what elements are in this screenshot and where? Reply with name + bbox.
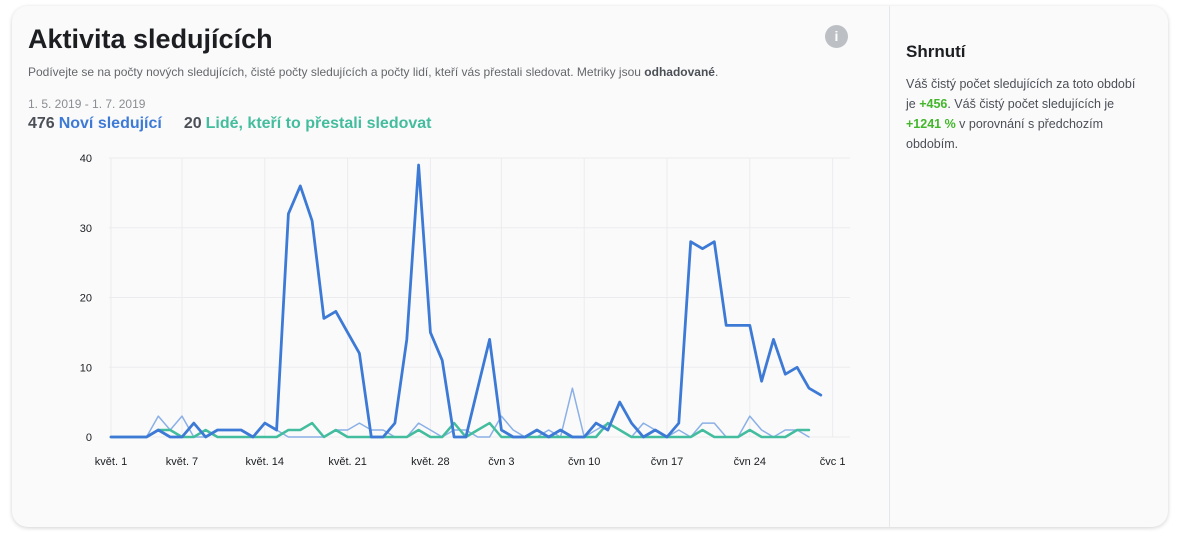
x-tick-label: květ. 28 [411, 456, 450, 468]
page-title: Aktivita sledujících [28, 24, 273, 54]
follower-activity-card [12, 6, 1168, 527]
y-tick-label: 20 [80, 293, 92, 305]
series-line-new [109, 163, 823, 439]
summary-title: Shrnutí [906, 42, 966, 61]
x-tick-label: květ. 1 [95, 456, 127, 468]
x-tick-label: čvn 17 [651, 456, 683, 468]
y-tick-label: 40 [80, 153, 92, 165]
summary-text: Váš čistý počet sledujících za toto obdo… [906, 74, 1136, 154]
summary-percent-value: +1241 % [906, 117, 956, 131]
summary-text-1: Váš čistý počet sledujících za toto obdo… [906, 77, 1136, 111]
description-end: . [714, 65, 719, 79]
x-tick-label: květ. 14 [246, 456, 285, 468]
description-text: Podívejte se na počty nových sledujících… [28, 65, 645, 79]
new-followers-count: 476 [28, 115, 55, 132]
summary-net-value: +456 [919, 97, 948, 111]
date-range: 1. 5. 2019 - 1. 7. 2019 [28, 97, 146, 111]
x-tick-label: čvc 1 [820, 456, 846, 468]
unfollows-label[interactable]: Lidé, kteří to přestali sledovat [205, 115, 432, 132]
summary-text-3: v porovnání s předchozím obdobím. [906, 117, 1103, 151]
unfollows-count: 20 [183, 115, 202, 132]
x-tick-label: květ. 7 [166, 456, 198, 468]
description-bold: odhadované [644, 65, 715, 79]
x-tick-label: čvn 3 [488, 456, 514, 468]
chart-legend: 476 Noví sledující 20 Lidé, kteří to přesta… [28, 115, 431, 133]
summary-text-2: . Váš čistý počet sledujících je [947, 97, 1115, 111]
info-icon[interactable]: i [825, 25, 848, 48]
new-followers-label[interactable]: Noví sledující [58, 115, 162, 132]
y-tick-label: 30 [80, 223, 92, 235]
chart-description: Podívejte se na počty nových sledujících… [28, 65, 848, 79]
panel-divider [889, 6, 890, 527]
y-tick-label: 10 [80, 362, 92, 374]
x-tick-label: čvn 10 [568, 456, 600, 468]
y-tick-label: 0 [86, 432, 92, 444]
x-tick-label: čvn 24 [734, 456, 766, 468]
series-line-unf [109, 421, 811, 439]
x-tick-label: květ. 21 [328, 456, 367, 468]
